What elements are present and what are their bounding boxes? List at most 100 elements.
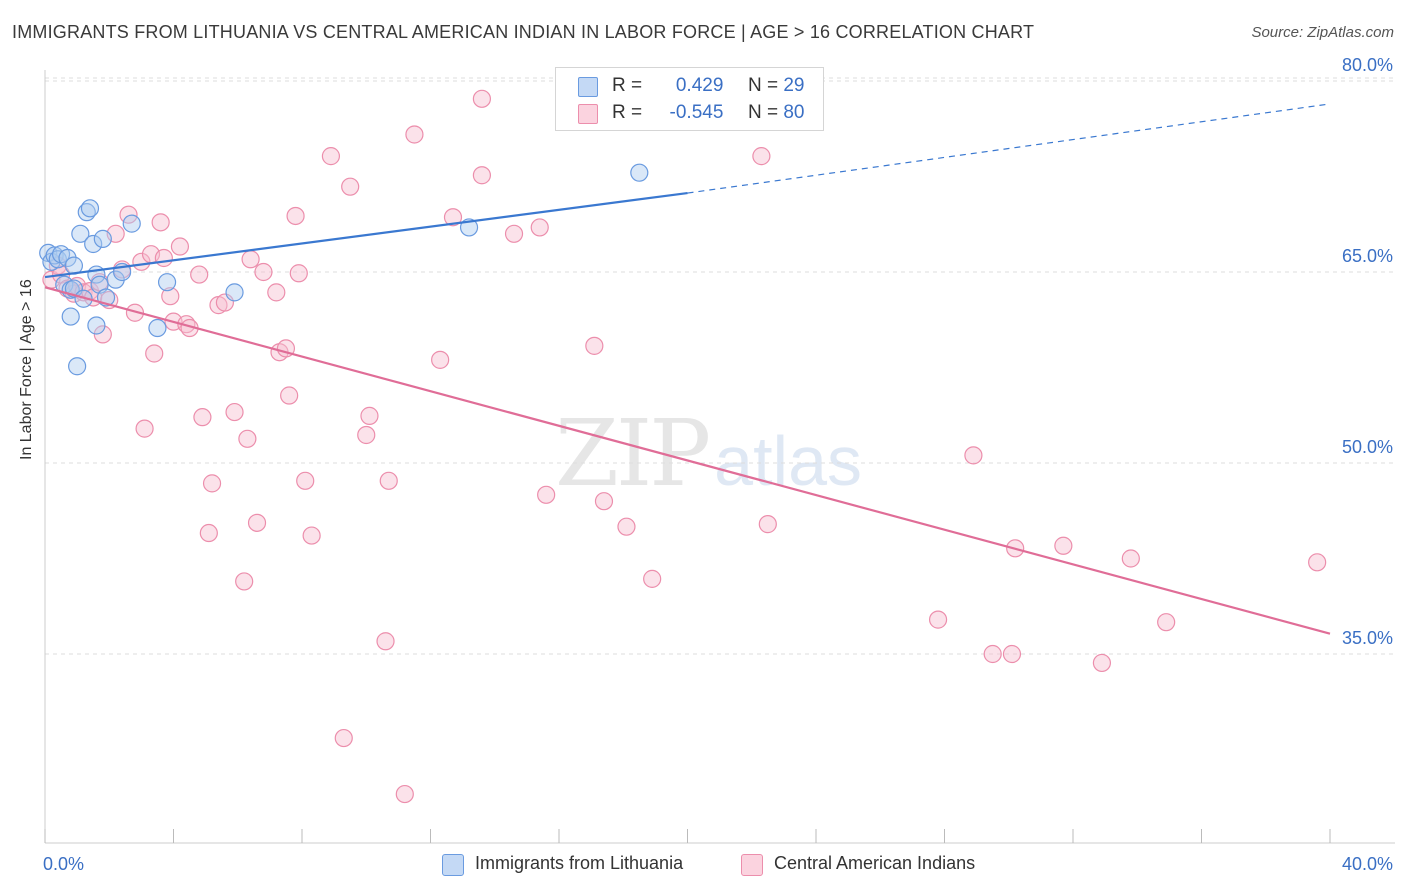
- y-tick-label: 50.0%: [1342, 437, 1393, 457]
- central-american-point: [1157, 613, 1176, 632]
- central-american-point: [151, 213, 170, 232]
- legend-r-label: R =: [612, 75, 643, 96]
- y-tick-label: 65.0%: [1342, 246, 1393, 266]
- central-american-point: [964, 446, 983, 465]
- central-american-point: [405, 125, 424, 144]
- legend-swatch-blue: [578, 77, 598, 97]
- central-american-point: [235, 572, 254, 591]
- central-american-point: [1054, 536, 1073, 555]
- lithuania-point: [93, 229, 112, 248]
- legend-n-label: N =: [747, 102, 779, 123]
- lithuania-point: [68, 357, 87, 376]
- central-american-point: [752, 147, 771, 166]
- y-tick-label: 35.0%: [1342, 628, 1393, 648]
- central-american-point: [93, 325, 112, 344]
- central-american-point: [154, 248, 173, 268]
- central-american-point: [472, 89, 491, 108]
- correlation-legend: R = 0.429 N = 29 R = -0.545 N = 80: [555, 67, 824, 131]
- central-american-point: [395, 784, 414, 804]
- lithuania-trend-extension: [687, 103, 1331, 194]
- lithuania-point: [84, 234, 103, 254]
- central-american-point: [594, 492, 614, 511]
- central-american-point: [334, 728, 353, 748]
- central-american-point: [376, 632, 395, 651]
- central-american-point: [286, 206, 305, 226]
- central-american-point: [135, 419, 154, 438]
- central-american-point: [161, 287, 180, 306]
- central-american-point: [247, 513, 267, 532]
- central-american-point: [225, 402, 244, 422]
- central-american-point: [643, 569, 662, 588]
- legend-r-value: 0.429: [675, 75, 724, 96]
- central-american-point: [254, 262, 273, 282]
- lithuania-point: [122, 214, 141, 233]
- central-american-point: [267, 283, 286, 302]
- central-american-point: [530, 218, 549, 237]
- lithuania-point: [48, 250, 67, 269]
- central-american-point: [296, 471, 315, 490]
- central-american-point: [928, 610, 948, 629]
- central-american-point: [360, 406, 379, 425]
- central-american-point: [443, 208, 463, 227]
- lithuania-trend-line: [44, 191, 688, 279]
- central-american-point: [537, 485, 556, 504]
- watermark: ZIPatlas: [555, 400, 862, 507]
- central-american-point: [585, 336, 604, 355]
- central-american-point: [280, 386, 299, 405]
- central-american-point: [193, 408, 212, 427]
- series-legend: Immigrants from Lithuania Central Americ…: [0, 851, 1406, 881]
- central-american-point: [241, 250, 260, 269]
- legend-swatch-pink: [578, 104, 598, 124]
- central-american-point: [357, 425, 376, 445]
- lithuania-point: [61, 307, 80, 326]
- y-tick-label: 80.0%: [1342, 55, 1393, 75]
- central-american-point: [617, 517, 636, 536]
- central-american-point: [504, 224, 524, 243]
- lithuania-point: [225, 283, 244, 302]
- lithuania-point: [630, 163, 649, 182]
- central-american-point: [341, 177, 360, 196]
- legend-swatch-pink: [741, 854, 763, 876]
- central-american-point: [190, 265, 209, 284]
- lithuania-point: [106, 270, 125, 289]
- central-american-point: [1308, 553, 1327, 572]
- central-american-point: [302, 526, 321, 545]
- lithuania-point: [58, 248, 77, 268]
- watermark-zip: ZIP: [555, 400, 711, 507]
- lithuania-point: [87, 316, 106, 335]
- central-american-point: [983, 644, 1002, 664]
- central-american-point: [1092, 653, 1112, 673]
- central-american-point: [238, 429, 257, 448]
- central-american-point: [431, 350, 450, 369]
- legend-r-label: R =: [612, 102, 643, 123]
- lithuania-point: [148, 318, 167, 338]
- central-american-point: [472, 166, 491, 185]
- lithuania-point: [157, 273, 177, 292]
- legend-n-value: 80: [783, 102, 805, 123]
- x-tick-label: 0.0%: [43, 854, 84, 874]
- legend-r-value: -0.545: [669, 102, 724, 123]
- lithuania-point: [71, 224, 90, 243]
- central-american-point: [758, 515, 777, 534]
- legend-label: Central American Indians: [774, 853, 976, 873]
- lithuania-point: [80, 199, 100, 218]
- central-american-point: [199, 523, 218, 543]
- chart-title: IMMIGRANTS FROM LITHUANIA VS CENTRAL AME…: [12, 22, 1035, 42]
- y-axis-label: In Labor Force | Age > 16: [18, 279, 35, 460]
- central-american-point: [202, 474, 222, 493]
- central-american-point: [289, 264, 308, 283]
- central-american-point: [170, 237, 190, 256]
- x-tick-label: 40.0%: [1342, 854, 1393, 874]
- central-american-point: [145, 344, 164, 363]
- legend-n-value: 29: [783, 75, 805, 96]
- central-american-point: [321, 147, 341, 166]
- central-american-trend-line: [44, 286, 1331, 635]
- legend-swatch-blue: [442, 854, 464, 876]
- legend-label: Immigrants from Lithuania: [475, 853, 684, 873]
- central-american-point: [1121, 549, 1140, 568]
- legend-n-label: N =: [747, 75, 779, 96]
- source-credit: Source: ZipAtlas.com: [1251, 24, 1394, 41]
- central-american-point: [379, 471, 398, 490]
- central-american-point: [1002, 644, 1022, 664]
